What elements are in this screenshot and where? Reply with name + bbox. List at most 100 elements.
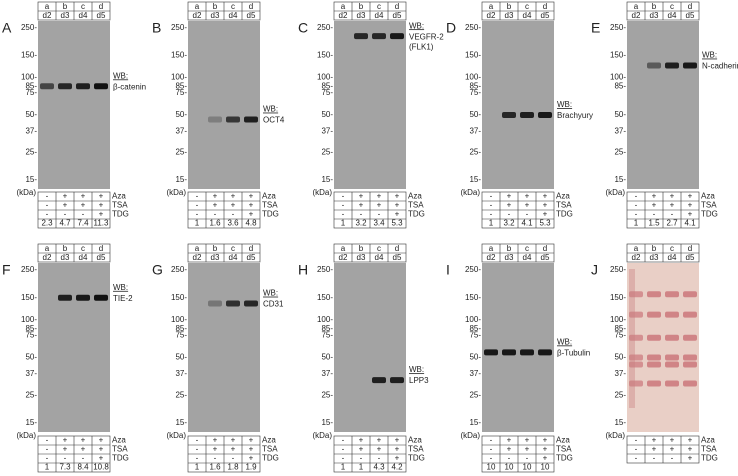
lane-label: d xyxy=(688,244,692,253)
target-label: CD31 xyxy=(263,300,284,309)
lane-label: d xyxy=(543,2,547,11)
treatment-sign: + xyxy=(543,436,548,445)
target-label: LPP3 xyxy=(409,376,429,385)
marker-label: 150- xyxy=(317,51,333,60)
lane-label: d xyxy=(99,244,103,253)
treatment-label: TSA xyxy=(408,445,424,454)
treatment-sign: - xyxy=(342,445,345,454)
treatment-sign: - xyxy=(196,445,199,454)
band xyxy=(683,380,697,387)
band xyxy=(629,311,643,318)
treatment-sign: - xyxy=(490,445,493,454)
quantification: 1.8 xyxy=(227,463,239,472)
marker-label: 85- xyxy=(321,81,333,90)
treatment-sign: + xyxy=(63,445,68,454)
treatment-sign: + xyxy=(231,436,236,445)
treatment-label: TSA xyxy=(112,445,128,454)
treatment-sign: - xyxy=(490,192,493,201)
treatment-sign: + xyxy=(81,436,86,445)
marker-label: 75- xyxy=(175,88,187,97)
treatment-sign: + xyxy=(231,192,236,201)
treatment-sign: + xyxy=(99,192,104,201)
marker-label: 15- xyxy=(469,418,481,427)
marker-label: 25- xyxy=(175,390,187,399)
band xyxy=(76,83,90,90)
day-label: d2 xyxy=(43,253,52,262)
treatment-sign: + xyxy=(359,192,364,201)
band xyxy=(683,291,697,298)
day-label: d4 xyxy=(523,11,532,20)
treatment-sign: + xyxy=(359,445,364,454)
marker-label: 25- xyxy=(25,148,37,157)
quantification: 7.3 xyxy=(59,463,71,472)
treatment-label: Aza xyxy=(701,192,715,201)
marker-label: 150- xyxy=(171,293,187,302)
panel-letter: F xyxy=(2,262,11,278)
treatment-sign: + xyxy=(213,201,218,210)
treatment-label: TDG xyxy=(556,454,573,463)
treatment-sign: + xyxy=(525,436,530,445)
treatment-label: TDG xyxy=(556,210,573,219)
marker-label: 250- xyxy=(610,265,626,274)
unit-label: (kDa) xyxy=(605,431,625,440)
treatment-label: TSA xyxy=(112,201,128,210)
quantification: 3.6 xyxy=(227,219,239,228)
day-label: d3 xyxy=(505,11,514,20)
wb-label: WB: xyxy=(702,51,717,60)
quantification: 4.3 xyxy=(373,463,385,472)
panel-letter: C xyxy=(298,20,308,36)
treatment-label: Aza xyxy=(556,192,570,201)
panel-letter: J xyxy=(591,262,598,278)
band xyxy=(665,354,679,361)
blot xyxy=(627,263,699,432)
day-label: d4 xyxy=(668,11,677,20)
band xyxy=(58,83,72,90)
treatment-sign: - xyxy=(342,436,345,445)
marker-label: 75- xyxy=(469,88,481,97)
marker-label: 150- xyxy=(21,51,37,60)
marker-label: 37- xyxy=(321,369,333,378)
marker-label: 250- xyxy=(317,265,333,274)
panel-letter: I xyxy=(446,262,450,278)
treatment-sign: + xyxy=(395,454,400,463)
blot xyxy=(334,21,406,189)
marker-label: 250- xyxy=(610,23,626,32)
day-label: d2 xyxy=(193,253,202,262)
lane-label: b xyxy=(213,244,218,253)
treatment-sign: + xyxy=(688,454,693,463)
lane-label: d xyxy=(99,2,103,11)
treatment-sign: - xyxy=(360,210,363,219)
treatment-sign: + xyxy=(688,201,693,210)
marker-label: 85- xyxy=(614,81,626,90)
treatment-sign: - xyxy=(342,210,345,219)
marker-label: 75- xyxy=(25,88,37,97)
marker-label: 25- xyxy=(614,390,626,399)
band xyxy=(484,349,498,356)
band xyxy=(372,33,386,40)
day-label: d5 xyxy=(247,11,256,20)
marker-label: 15- xyxy=(175,418,187,427)
day-label: d3 xyxy=(211,11,220,20)
quantification: 10 xyxy=(505,463,514,472)
marker-label: 150- xyxy=(21,293,37,302)
treatment-sign: - xyxy=(378,454,381,463)
marker-label: 75- xyxy=(321,88,333,97)
marker-label: 15- xyxy=(321,418,333,427)
blot xyxy=(482,21,554,189)
marker-label: 25- xyxy=(175,148,187,157)
treatment-sign: - xyxy=(46,201,49,210)
treatment-sign: - xyxy=(82,210,85,219)
quantification: 8.4 xyxy=(77,463,89,472)
band xyxy=(226,300,240,307)
day-label: d5 xyxy=(97,253,106,262)
treatment-label: TDG xyxy=(262,210,279,219)
treatment-sign: + xyxy=(213,192,218,201)
treatment-label: TDG xyxy=(262,454,279,463)
marker-label: 50- xyxy=(469,353,481,362)
lane-label: a xyxy=(634,2,639,11)
marker-label: 37- xyxy=(175,369,187,378)
lane-label: b xyxy=(213,2,218,11)
